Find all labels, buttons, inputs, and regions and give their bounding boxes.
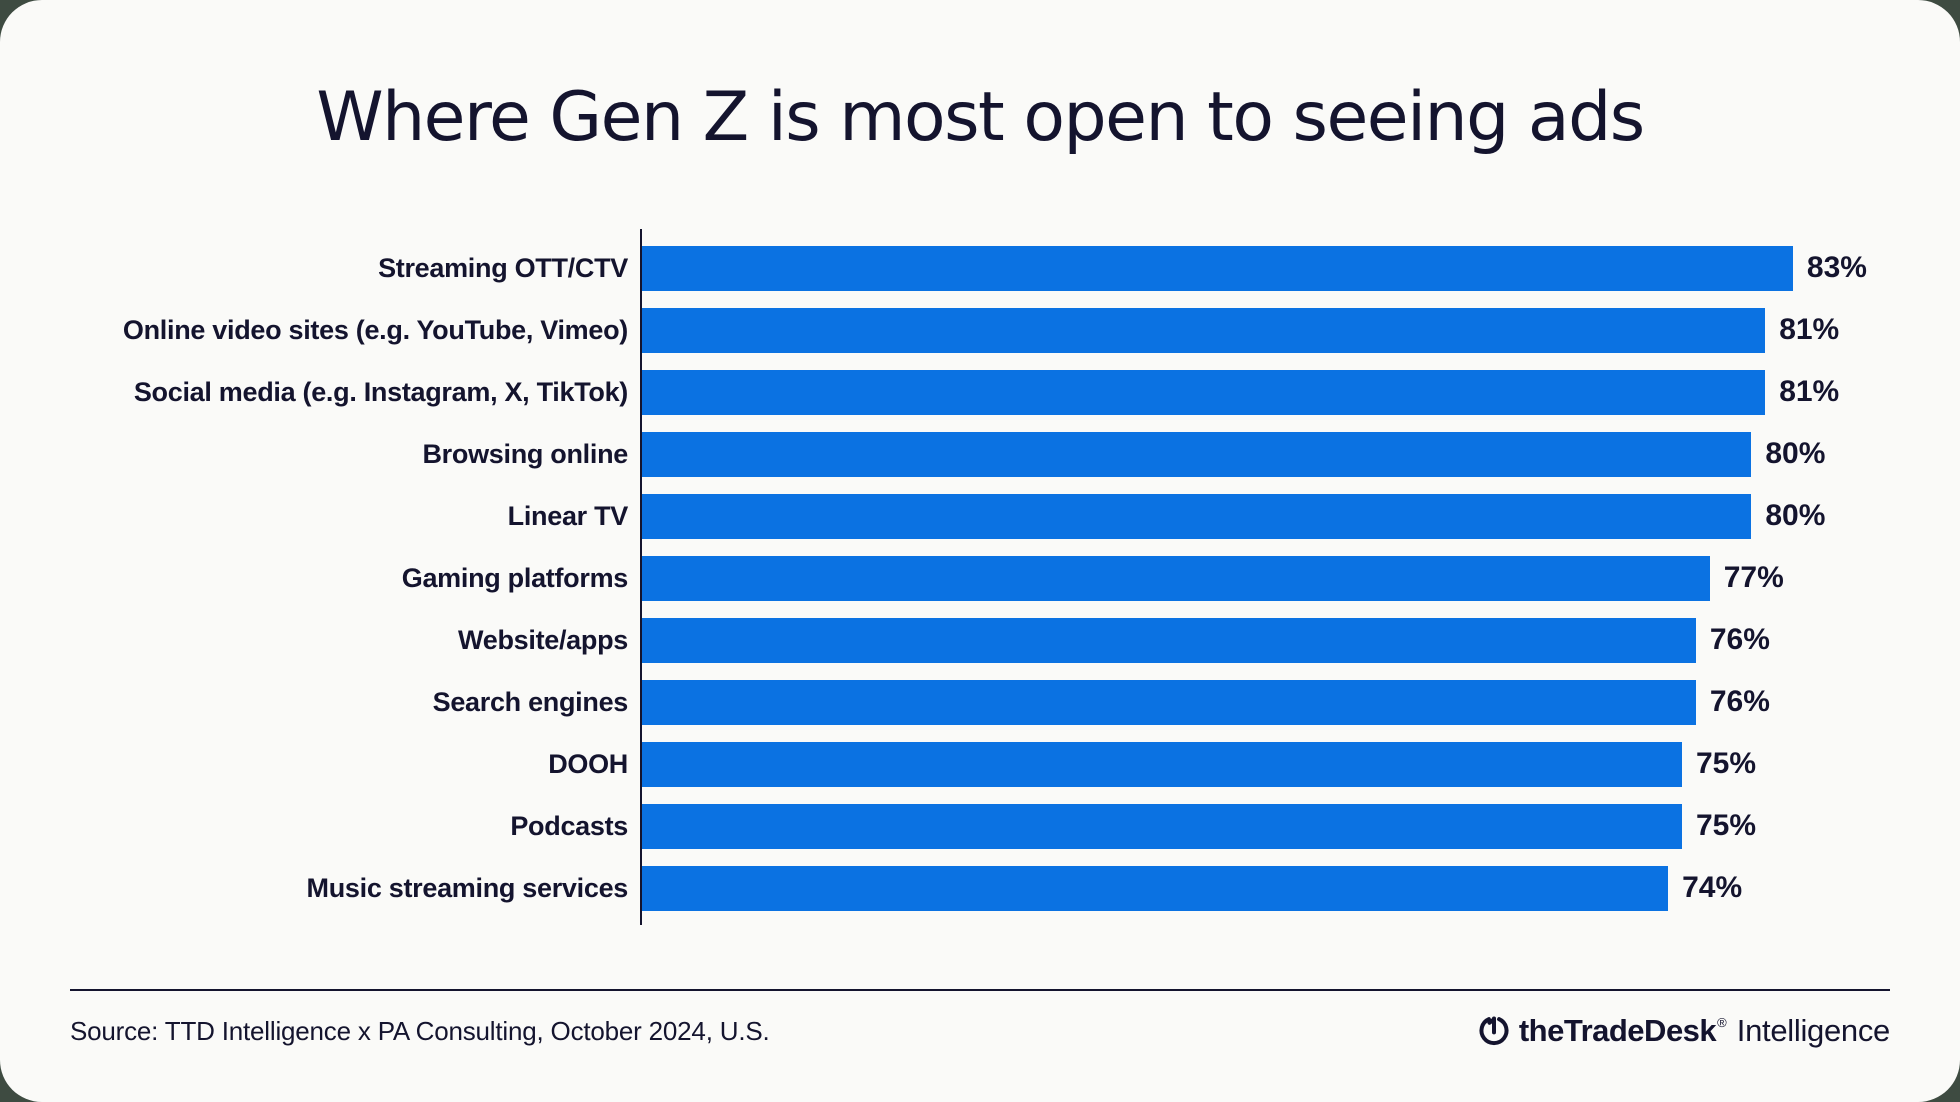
bar-area: 77% bbox=[640, 547, 1890, 609]
chart-rows: Streaming OTT/CTV 83% Online video sites… bbox=[70, 237, 1890, 919]
bar-value: 83% bbox=[1806, 251, 1867, 285]
bar-value: 77% bbox=[1723, 561, 1784, 595]
chart-title: Where Gen Z is most open to seeing ads bbox=[316, 78, 1645, 157]
table-row: Browsing online 80% bbox=[70, 423, 1890, 485]
footer: Source: TTD Intelligence x PA Consulting… bbox=[70, 989, 1890, 1049]
bar bbox=[642, 307, 1766, 353]
table-row: Online video sites (e.g. YouTube, Vimeo)… bbox=[70, 299, 1890, 361]
bar-label: DOOH bbox=[548, 748, 628, 779]
bar-chart: Streaming OTT/CTV 83% Online video sites… bbox=[70, 229, 1890, 926]
bar-label: Streaming OTT/CTV bbox=[378, 252, 628, 283]
bar-label: Search engines bbox=[432, 686, 629, 717]
table-row: Website/apps 76% bbox=[70, 609, 1890, 671]
registered-trademark-symbol: ® bbox=[1717, 1015, 1727, 1031]
y-axis-line bbox=[640, 229, 642, 926]
bar-area: 76% bbox=[640, 609, 1890, 671]
logo-suffix-text: Intelligence bbox=[1736, 1013, 1891, 1049]
bar-area: 81% bbox=[640, 361, 1890, 423]
bar-label: Linear TV bbox=[507, 500, 629, 531]
bar-label: Online video sites (e.g. YouTube, Vimeo) bbox=[122, 314, 628, 345]
bar-label: Social media (e.g. Instagram, X, TikTok) bbox=[133, 376, 628, 407]
bar bbox=[642, 369, 1766, 415]
bar bbox=[642, 865, 1669, 911]
bar-label: Music streaming services bbox=[306, 872, 629, 903]
bar-label: Gaming platforms bbox=[401, 562, 629, 593]
bar-area: 80% bbox=[640, 423, 1890, 485]
bar-value: 76% bbox=[1709, 685, 1770, 719]
bar-area: 75% bbox=[640, 733, 1890, 795]
bar-value: 76% bbox=[1709, 623, 1770, 657]
bar bbox=[642, 803, 1682, 849]
bar bbox=[642, 431, 1752, 477]
bar-value: 81% bbox=[1779, 313, 1840, 347]
bar-area: 80% bbox=[640, 485, 1890, 547]
bar-value: 75% bbox=[1696, 747, 1757, 781]
table-row: Podcasts 75% bbox=[70, 795, 1890, 857]
bar-area: 74% bbox=[640, 857, 1890, 919]
table-row: Gaming platforms 77% bbox=[70, 547, 1890, 609]
bar bbox=[642, 245, 1793, 291]
bar bbox=[642, 555, 1710, 601]
trade-desk-logo-icon bbox=[1479, 1016, 1509, 1046]
table-row: Linear TV 80% bbox=[70, 485, 1890, 547]
bar-area: 76% bbox=[640, 671, 1890, 733]
source-note: Source: TTD Intelligence x PA Consulting… bbox=[70, 1015, 770, 1046]
bar-value: 75% bbox=[1696, 809, 1757, 843]
bar-value: 74% bbox=[1682, 871, 1743, 905]
bar-area: 81% bbox=[640, 299, 1890, 361]
bar-area: 83% bbox=[640, 237, 1890, 299]
table-row: Streaming OTT/CTV 83% bbox=[70, 237, 1890, 299]
bar bbox=[642, 741, 1682, 787]
bar-label: Podcasts bbox=[510, 810, 628, 841]
bar-label: Website/apps bbox=[458, 624, 628, 655]
bar-value: 80% bbox=[1765, 437, 1826, 471]
table-row: Music streaming services 74% bbox=[70, 857, 1890, 919]
bar-label: Browsing online bbox=[422, 438, 628, 469]
table-row: Search engines 76% bbox=[70, 671, 1890, 733]
logo-brand-text: theTradeDesk bbox=[1518, 1013, 1717, 1049]
table-row: Social media (e.g. Instagram, X, TikTok)… bbox=[70, 361, 1890, 423]
bar-area: 75% bbox=[640, 795, 1890, 857]
bar bbox=[642, 493, 1752, 539]
brand-logo: theTradeDesk ® Intelligence bbox=[1478, 1013, 1890, 1049]
table-row: DOOH 75% bbox=[70, 733, 1890, 795]
bar-value: 81% bbox=[1779, 375, 1840, 409]
bar bbox=[642, 679, 1696, 725]
bar-value: 80% bbox=[1765, 499, 1826, 533]
bar bbox=[642, 617, 1696, 663]
